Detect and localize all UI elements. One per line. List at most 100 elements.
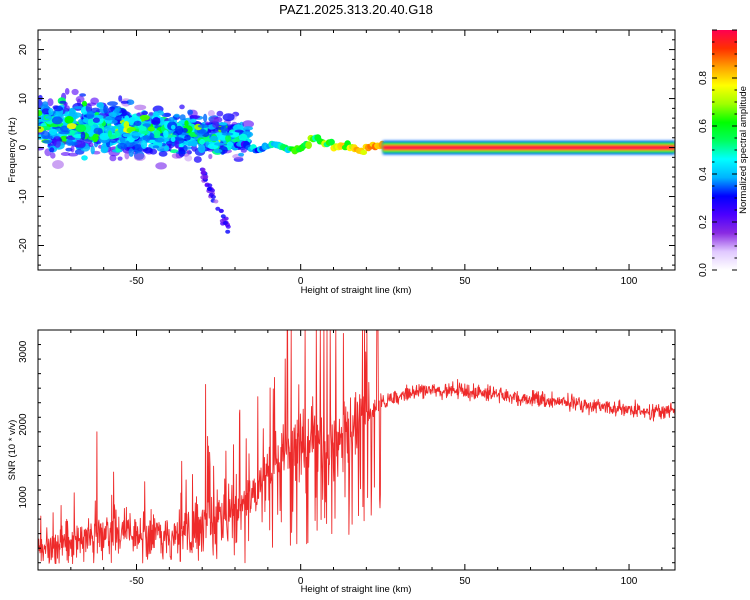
spectrogram-blob <box>92 133 99 143</box>
y-tick-label: 2000 <box>18 413 29 436</box>
spectrogram-blob <box>214 142 225 146</box>
spectrogram-blob <box>42 140 53 144</box>
spectrogram-blob <box>128 120 134 126</box>
spectrogram-blob <box>197 124 209 128</box>
spectrogram-blob <box>66 123 77 130</box>
spectrogram-blob <box>64 88 70 95</box>
spectrogram-blob <box>120 100 129 104</box>
spectrogram-blob <box>85 103 93 113</box>
spectrogram-blob <box>218 122 228 126</box>
spectrogram-blob <box>225 224 231 229</box>
spectrogram-blob <box>220 125 227 134</box>
spectrogram-blob <box>122 133 131 138</box>
spectrogram-blob <box>179 114 186 121</box>
spectrogram-blob <box>184 120 189 127</box>
spectrogram-blob <box>90 145 95 155</box>
spectrogram-blob <box>107 130 112 138</box>
spectrogram-blob <box>173 113 180 118</box>
spectrogram-blob <box>38 94 43 101</box>
spectrogram-blob <box>242 126 254 131</box>
spectrogram-blob <box>178 148 186 157</box>
spectrogram-blob <box>196 129 207 134</box>
spectrogram-blob <box>187 109 194 115</box>
spectrogram-blob <box>148 111 153 116</box>
spectrogram-blob <box>128 148 134 157</box>
spectrogram-blob <box>74 140 86 148</box>
spectrogram-blob <box>49 128 58 135</box>
spectrogram-blob <box>79 93 86 97</box>
spectrogram-blob <box>161 112 172 118</box>
spectrogram-blob <box>140 140 148 149</box>
spectrogram-blob <box>139 114 150 121</box>
spectrogram-blob <box>216 110 224 117</box>
spectrogram-blob <box>59 100 67 104</box>
spectrogram-panel: -50 0 50 100 -20 -10 0 10 20 Height of straight … <box>7 29 676 296</box>
spectrogram-blob <box>198 144 206 154</box>
y-tick-label: -10 <box>18 189 29 204</box>
spectrogram-blob <box>223 221 228 225</box>
spectrogram-blob <box>52 160 64 169</box>
spectrogram-blob <box>203 113 208 123</box>
spectrogram-blob <box>141 130 149 135</box>
spectrogram-blob <box>53 105 63 112</box>
x-tick-label: 100 <box>621 276 638 287</box>
spectrogram-blob <box>48 108 54 116</box>
snr-frame <box>37 329 676 571</box>
spectrogram-blob <box>238 133 248 142</box>
spectrogram-blob <box>218 208 224 213</box>
spectrogram-blob <box>142 110 149 115</box>
spectrogram-blob <box>63 105 70 112</box>
spectrogram-blob <box>47 98 54 107</box>
spectrogram-blob <box>54 139 61 148</box>
spectrogram-blob <box>81 155 88 161</box>
spectrogram-blob <box>60 152 71 156</box>
spectrogram-blob <box>38 117 42 123</box>
spectrogram-blob <box>38 110 43 117</box>
spectrogram-blob <box>117 156 123 161</box>
spectrogram-blob <box>124 151 130 160</box>
spectrogram-blob <box>134 104 147 111</box>
spectrogram-blob <box>207 110 215 117</box>
spectrogram-blob <box>118 95 123 102</box>
spectrogram-blob <box>238 152 245 157</box>
spectrogram-blob <box>225 229 231 234</box>
x-tick-label: -50 <box>129 576 144 587</box>
spectrogram-blob <box>86 110 95 119</box>
spectrogram-blob <box>220 214 226 219</box>
spectrogram-blob <box>60 125 69 133</box>
x-tick-label: 0 <box>298 576 304 587</box>
spectrogram-blob <box>204 183 210 188</box>
colorbar: 0.0 0.2 0.4 0.6 0.8 Normalized spectral ampl… <box>698 29 749 277</box>
spectrogram-blob <box>43 135 53 139</box>
colorbar-tick-label: 0.0 <box>698 263 709 277</box>
y-tick-label: 1000 <box>18 486 29 509</box>
spectrogram-blob <box>207 186 212 191</box>
spectrogram-blob <box>212 122 220 128</box>
spectrogram-blob <box>92 117 100 123</box>
spectrogram-blob <box>89 125 95 134</box>
spectrogram-blob <box>50 152 56 159</box>
spectrogram-blob <box>170 124 176 130</box>
y-tick-label: 20 <box>18 44 29 56</box>
spectrogram-blob <box>75 95 85 103</box>
y-tick-label: 10 <box>18 93 29 105</box>
spectrogram-blob <box>58 131 70 135</box>
snr-ylabel: SNR (10 * v/v) <box>7 420 18 481</box>
spectrogram-blob <box>96 102 104 109</box>
spectrogram-blob <box>87 118 94 126</box>
spectrogram-frame <box>37 29 676 271</box>
snr-line <box>38 330 675 565</box>
spectrogram-blob <box>202 175 208 180</box>
spectrogram-blob <box>328 138 335 146</box>
spectrogram-blob <box>190 139 198 147</box>
spectrogram-image <box>38 88 675 234</box>
spectrogram-blob <box>123 121 130 129</box>
spectrogram-blob <box>213 148 223 154</box>
spectrogram-blob <box>67 152 79 157</box>
spectrogram-blob <box>242 120 255 128</box>
spectrogram-blob <box>103 125 116 134</box>
spectrogram-blob <box>213 199 219 204</box>
colorbar-tick-label: 0.2 <box>698 215 709 229</box>
spectrogram-blob <box>153 130 161 137</box>
colorbar-tick-label: 0.8 <box>698 71 709 85</box>
